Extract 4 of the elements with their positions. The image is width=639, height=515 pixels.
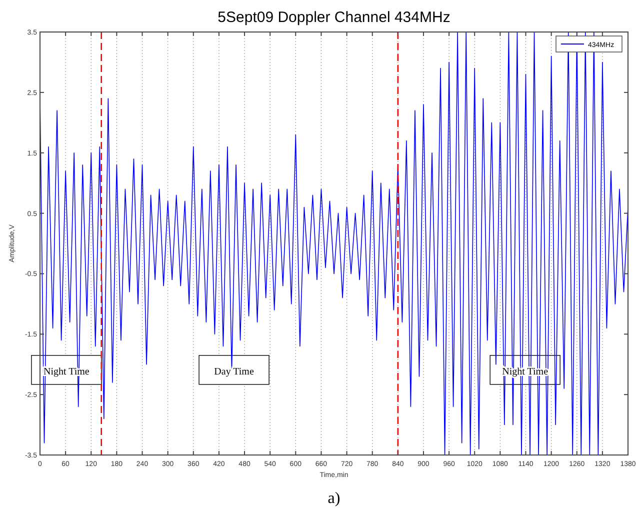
chart-title: 5Sept09 Doppler Channel 434MHz [218,9,450,26]
annotation: Day Time [214,366,254,378]
line-series [40,32,628,455]
text: a) [328,490,340,507]
